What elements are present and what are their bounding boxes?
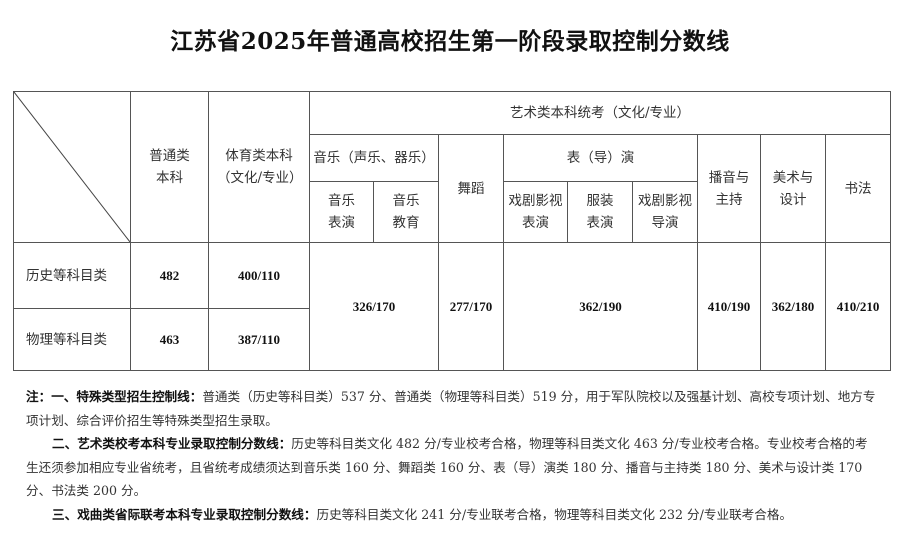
header-fashion: 服装表演	[567, 181, 633, 243]
page-title: 江苏省2025年普通高校招生第一阶段录取控制分数线	[170, 28, 730, 55]
note-2-body: 历史等科目类文化 482 分/专业校考合格，物理等科目类文化 463 分/专业校…	[26, 436, 868, 498]
note-2: 二、艺术类校考本科专业录取控制分数线：历史等科目类文化 482 分/专业校考合格…	[26, 432, 876, 503]
note-1-heading: 注：一、特殊类型招生控制线：	[26, 389, 203, 404]
diagonal-line	[14, 92, 130, 242]
note-2-heading: 二、艺术类校考本科专业录取控制分数线：	[52, 436, 292, 451]
diagonal-corner-cell	[13, 91, 131, 243]
table-row: 历史等科目类 482 400/110 326/170 277/170 362/1…	[13, 242, 892, 371]
broadcast-score: 410/190	[697, 242, 761, 371]
row-label: 物理等科目类	[13, 308, 131, 371]
sports-score: 387/110	[208, 308, 310, 371]
fine-arts-score: 362/180	[760, 242, 826, 371]
calligraphy-score: 410/210	[824, 242, 892, 371]
music-score: 326/170	[309, 242, 439, 371]
header-general: 普通类本科	[130, 91, 209, 243]
note-1-body: 普通类（历史等科目类）537 分、普通类（物理等科目类）519 分，用于军队院校…	[26, 389, 876, 428]
sports-score: 400/110	[208, 242, 310, 309]
general-score: 482	[130, 242, 209, 309]
header-fine-arts: 美术与设计	[760, 134, 826, 243]
header-acting: 表（导）演	[503, 134, 698, 182]
header-calligraphy: 书法	[824, 134, 892, 243]
acting-score: 362/190	[503, 242, 698, 371]
note-3: 三、戏曲类省际联考本科专业录取控制分数线：历史等科目类文化 241 分/专业联考…	[26, 503, 876, 527]
note-3-heading: 三、戏曲类省际联考本科专业录取控制分数线：	[52, 506, 317, 522]
note-3-body: 历史等科目类文化 241 分/专业联考合格，物理等科目类文化 232 分/专业联…	[316, 506, 793, 522]
header-drama-directing: 戏剧影视导演	[632, 181, 698, 243]
header-music: 音乐（声乐、器乐）	[309, 134, 439, 182]
score-table: 普通类本科 体育类本科（文化/专业） 艺术类本科统考（文化/专业） 音乐（声乐、…	[13, 91, 892, 371]
header-dance: 舞蹈	[438, 134, 504, 243]
notes: 注：一、特殊类型招生控制线：普通类（历史等科目类）537 分、普通类（物理等科目…	[26, 385, 876, 526]
note-1: 注：一、特殊类型招生控制线：普通类（历史等科目类）537 分、普通类（物理等科目…	[26, 385, 876, 432]
general-score: 463	[130, 308, 209, 371]
header-art: 艺术类本科统考（文化/专业）	[308, 91, 892, 135]
header-music-performance: 音乐表演	[309, 181, 374, 243]
header-music-education: 音乐教育	[373, 181, 439, 243]
header-sports: 体育类本科（文化/专业）	[208, 91, 310, 243]
table-row: 物理等科目类 463 387/110	[13, 308, 891, 371]
header-drama-acting: 戏剧影视表演	[503, 181, 568, 243]
dance-score: 277/170	[438, 242, 504, 371]
header-broadcast: 播音与主持	[697, 134, 761, 243]
row-label: 历史等科目类	[13, 242, 131, 309]
